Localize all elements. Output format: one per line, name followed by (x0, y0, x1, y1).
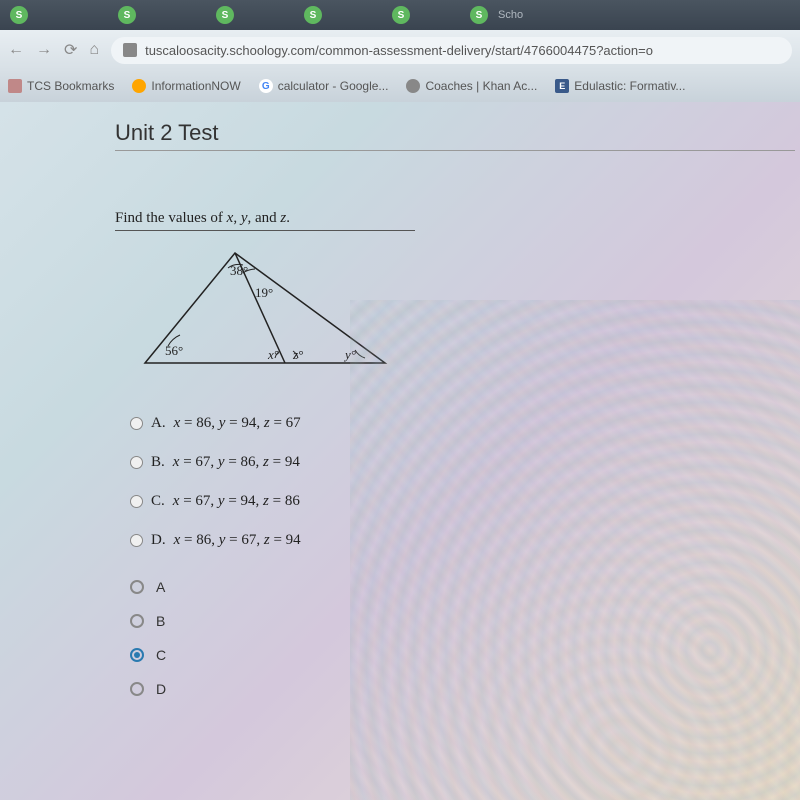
browser-tab-bar: S S S S S S Scho (0, 0, 800, 30)
choice-a[interactable]: A (130, 579, 800, 595)
bookmark-label: InformationNOW (151, 79, 240, 93)
bookmark-label: Edulastic: Formativ... (574, 79, 685, 93)
choice-label: A (156, 579, 165, 595)
info-icon (132, 79, 146, 93)
triangle-diagram: 38° 19° 56° x° z° y° (135, 243, 395, 383)
back-button[interactable]: ← (8, 41, 24, 59)
radio-button[interactable] (130, 614, 144, 628)
tab-icon[interactable]: S (10, 6, 28, 24)
answer-option-d: D. x = 86, y = 67, z = 94 (130, 532, 800, 549)
radio-icon (130, 534, 143, 547)
khan-icon (406, 79, 420, 93)
angle-left-label: 56° (165, 343, 183, 359)
choice-b[interactable]: B (130, 613, 800, 629)
var-z-label: z° (293, 347, 303, 363)
bookmarks-bar: TCS Bookmarks InformationNOW G calculato… (0, 70, 800, 102)
choice-selector: A B C D (130, 579, 800, 697)
tab-icon[interactable]: S (392, 6, 410, 24)
answer-text: x = 86, y = 94, z = 67 (174, 415, 301, 432)
bookmark-label: TCS Bookmarks (27, 79, 114, 93)
tab-icon[interactable]: S (216, 6, 234, 24)
answer-text: x = 67, y = 86, z = 94 (173, 454, 300, 471)
answer-letter: D. (151, 532, 166, 549)
content-area: Unit 2 Test Find the values of x, y, and… (0, 102, 800, 697)
question-line: Find the values of x, y, and z. (115, 209, 415, 231)
bookmark-infonow[interactable]: InformationNOW (132, 79, 240, 93)
choice-label: D (156, 681, 166, 697)
answer-letter: C. (151, 493, 165, 510)
answer-text: x = 86, y = 67, z = 94 (174, 532, 301, 549)
tab-icon[interactable]: S (304, 6, 322, 24)
choice-label: B (156, 613, 165, 629)
browser-nav-bar: ← → ⟳ ⌂ tuscaloosacity.schoology.com/com… (0, 30, 800, 70)
test-title: Unit 2 Test (115, 120, 795, 151)
bookmark-label: Coaches | Khan Ac... (425, 79, 537, 93)
address-bar[interactable]: tuscaloosacity.schoology.com/common-asse… (111, 37, 792, 64)
radio-button[interactable] (130, 648, 144, 662)
bookmark-label: calculator - Google... (278, 79, 389, 93)
answer-letter: A. (151, 415, 166, 432)
var-y-label: y° (345, 347, 356, 363)
bookmark-edulastic[interactable]: E Edulastic: Formativ... (555, 79, 685, 93)
tab-icon[interactable]: S (118, 6, 136, 24)
folder-icon (8, 79, 22, 93)
tab-icon[interactable]: S (470, 6, 488, 24)
url-text: tuscaloosacity.schoology.com/common-asse… (145, 43, 653, 58)
answers-list: A. x = 86, y = 94, z = 67 B. x = 67, y =… (130, 415, 800, 549)
radio-icon (130, 495, 143, 508)
choice-d[interactable]: D (130, 681, 800, 697)
var-x-label: x° (268, 347, 279, 363)
choice-c[interactable]: C (130, 647, 800, 663)
bookmark-tcs[interactable]: TCS Bookmarks (8, 79, 114, 93)
edulastic-icon: E (555, 79, 569, 93)
bookmark-google[interactable]: G calculator - Google... (259, 79, 389, 93)
answer-option-b: B. x = 67, y = 86, z = 94 (130, 454, 800, 471)
answer-option-c: C. x = 67, y = 94, z = 86 (130, 493, 800, 510)
forward-button[interactable]: → (36, 41, 52, 59)
reload-button[interactable]: ⟳ (64, 40, 77, 60)
tab-label[interactable]: Scho (498, 9, 523, 21)
radio-icon (130, 417, 143, 430)
home-button[interactable]: ⌂ (89, 41, 99, 59)
answer-option-a: A. x = 86, y = 94, z = 67 (130, 415, 800, 432)
question-text: Find the values of x, y, and z. (115, 210, 290, 226)
angle-mid-label: 19° (255, 285, 273, 301)
angle-top-label: 38° (230, 263, 248, 279)
answer-text: x = 67, y = 94, z = 86 (173, 493, 300, 510)
radio-button[interactable] (130, 580, 144, 594)
google-icon: G (259, 79, 273, 93)
site-icon (123, 43, 137, 57)
bookmark-khan[interactable]: Coaches | Khan Ac... (406, 79, 537, 93)
answer-letter: B. (151, 454, 165, 471)
radio-button[interactable] (130, 682, 144, 696)
radio-icon (130, 456, 143, 469)
choice-label: C (156, 647, 166, 663)
question-area: Find the values of x, y, and z. 38° 19° … (115, 209, 800, 697)
